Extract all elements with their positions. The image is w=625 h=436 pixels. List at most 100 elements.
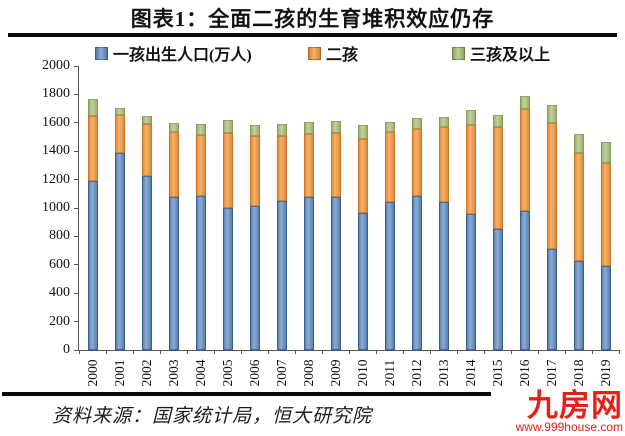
y-axis-labels: 0 200 400 600 800 1000 1200 1400 1600 1800 2000 [18,58,70,357]
bar-2010-first-child [357,212,368,350]
y-axis-tick-1000 [74,207,78,209]
chart-title: 图表1：全面二孩的生育堆积效应仍存 [130,7,495,31]
bar-2014-first-child [465,214,476,350]
bar-2002-third-child-plus [141,116,152,124]
y-axis-label-1000: 1000 [42,200,70,215]
x-axis-label-2019: 2019 [597,359,613,387]
legend-item-second-child: 二孩 [308,44,359,64]
bar-2004-second-child [195,135,206,196]
x-axis-label-2002: 2002 [138,359,154,387]
x-axis-label-2010: 2010 [354,359,370,387]
bar-2006-second-child [249,136,260,206]
x-axis-tick-0 [79,350,80,354]
bar-2007-second-child [276,135,287,201]
x-axis-label-2007: 2007 [273,359,289,387]
x-axis-label-2018: 2018 [570,359,586,387]
x-axis-label-2014: 2014 [462,359,478,387]
bar-2002-second-child [141,123,152,177]
y-axis-tick-1600 [74,122,78,124]
watermark-url: www.999house.com [515,420,623,434]
bar-2003-third-child-plus [168,122,179,133]
y-axis-label-2000: 2000 [42,58,70,73]
bar-2006-third-child-plus [249,124,260,137]
bar-2016-second-child [519,109,530,211]
bar-2016-first-child [519,210,530,350]
bar-2015-second-child [492,127,503,230]
bar-2010-third-child-plus [357,124,368,140]
bar-2018-second-child [573,152,584,261]
x-axis-tick-13 [430,350,431,354]
legend-label-first-child: 一孩出生人口(万人) [113,47,252,64]
y-axis-tick-0 [74,349,78,351]
x-axis-label-2011: 2011 [381,359,397,387]
bar-2017-second-child [546,123,557,249]
bar-2011-first-child [384,202,395,350]
y-axis-tick-200 [74,321,78,323]
bar-2011-third-child-plus [384,122,395,133]
title-divider [8,33,617,37]
bar-2008-second-child [303,133,314,197]
x-axis-label-2012: 2012 [408,359,424,387]
y-axis-tick-1200 [74,179,78,181]
bar-2015-first-child [492,229,503,350]
bar-2012-second-child [411,129,422,197]
x-axis-tick-5 [214,350,215,354]
x-axis-tick-10 [349,350,350,354]
x-axis-tick-16 [511,350,512,354]
bar-2004-third-child-plus [195,123,206,136]
x-axis-label-2013: 2013 [435,359,451,387]
bar-2013-second-child [438,127,449,203]
footer-divider [2,392,623,396]
bar-2018-first-child [573,260,584,350]
bar-2014-second-child [465,124,476,215]
bar-2013-first-child [438,202,449,350]
bar-2007-first-child [276,200,287,350]
bar-2003-first-child [168,196,179,350]
x-axis-tick-3 [160,350,161,354]
y-axis-label-400: 400 [49,285,70,301]
bar-2014-third-child-plus [465,110,476,125]
y-axis-tick-600 [74,264,78,266]
x-axis-label-2006: 2006 [246,359,262,387]
bar-2019-third-child-plus [600,142,611,163]
source-note: 资料来源：国家统计局，恒大研究院 [52,406,373,427]
watermark-brand-name: 九房网 [527,388,623,423]
legend-item-third-child: 三孩及以上 [452,44,550,64]
legend-swatch-third-child [452,46,465,60]
bar-2009-first-child [330,197,341,350]
x-axis-tick-14 [457,350,458,354]
y-axis-tick-2000 [74,65,78,67]
bar-2000-second-child [87,115,98,182]
bar-2010-second-child [357,139,368,213]
x-axis-label-2015: 2015 [489,359,505,387]
y-axis-label-800: 800 [49,228,70,244]
y-axis-label-1800: 1800 [42,86,70,102]
bar-2009-second-child [330,133,341,198]
bar-2001-first-child [114,152,125,350]
x-axis-label-2004: 2004 [192,359,208,387]
x-axis-tick-9 [322,350,323,354]
bar-2005-third-child-plus [222,120,233,134]
bar-2011-second-child [384,132,395,203]
x-axis-label-2009: 2009 [327,359,343,387]
bar-2012-first-child [411,196,422,350]
x-axis-label-2001: 2001 [111,359,127,387]
bar-2000-third-child-plus [87,98,98,116]
x-axis-label-2016: 2016 [516,359,532,387]
bar-2012-third-child-plus [411,117,422,130]
legend-swatch-second-child [308,46,321,60]
bar-2019-second-child [600,162,611,266]
watermark-logo: 九房网 www.999house.com [491,388,623,435]
x-axis-tick-2 [133,350,134,354]
bar-2002-first-child [141,176,152,350]
legend-label-second-child: 二孩 [326,47,359,64]
bar-2018-third-child-plus [573,133,584,153]
x-axis-tick-4 [187,350,188,354]
x-axis-tick-8 [295,350,296,354]
x-axis-tick-6 [241,350,242,354]
x-axis-tick-12 [403,350,404,354]
x-axis-tick-20 [619,350,620,354]
legend-swatch-first-child [95,46,108,60]
x-axis-tick-18 [565,350,566,354]
x-axis-tick-19 [592,350,593,354]
